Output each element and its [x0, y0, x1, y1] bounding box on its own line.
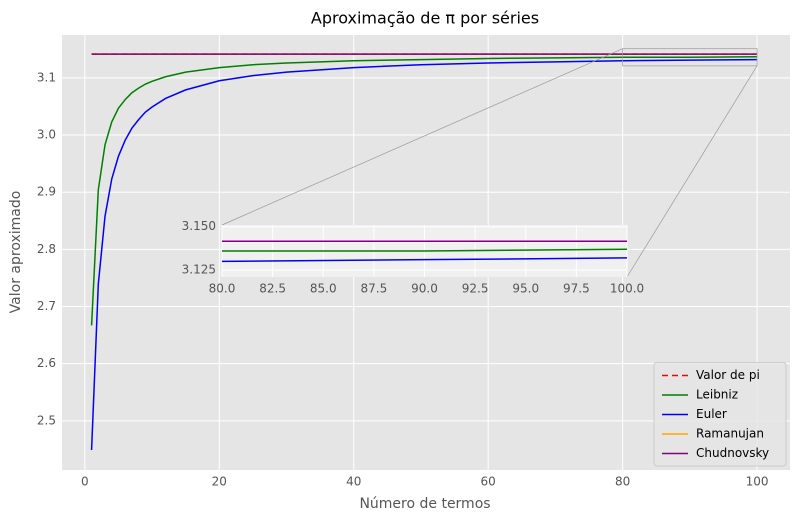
series-line — [90, 58, 758, 451]
y-tick-label: 3.150 — [182, 219, 216, 233]
series-line — [222, 248, 628, 252]
legend-label: Euler — [696, 407, 727, 421]
y-tick-label: 3.0 — [37, 128, 56, 142]
y-tick-label: 3.125 — [182, 263, 216, 277]
x-tick-label: 0 — [81, 475, 89, 489]
x-tick-label: 85.0 — [310, 282, 337, 296]
x-axis-label: Número de termos — [359, 496, 490, 512]
zoom-connector — [626, 65, 758, 278]
x-tick-label: 100.0 — [610, 282, 644, 296]
x-tick-label: 90.0 — [411, 282, 438, 296]
x-tick-label: 82.5 — [259, 282, 286, 296]
x-tick-label: 97.5 — [563, 282, 590, 296]
x-tick-label: 40 — [346, 475, 361, 489]
legend-label: Ramanujan — [696, 427, 764, 441]
series-line — [90, 55, 758, 326]
x-tick-label: 95.0 — [512, 282, 539, 296]
y-axis-label: Valor aproximado — [8, 191, 24, 314]
chart-title: Aproximação de π por séries — [311, 9, 539, 28]
legend-label: Chudnovsky — [696, 446, 769, 460]
legend-label: Leibniz — [696, 388, 738, 402]
legend-box — [653, 362, 787, 467]
x-tick-label: 20 — [212, 475, 227, 489]
x-tick-label: 87.5 — [361, 282, 388, 296]
y-tick-label: 2.6 — [37, 356, 56, 370]
zoom-connector — [221, 48, 623, 226]
x-tick-label: 100 — [746, 475, 769, 489]
series-line — [221, 257, 628, 263]
y-tick-label: 2.5 — [37, 413, 56, 427]
zoom-box — [622, 48, 758, 67]
y-tick-label: 2.8 — [37, 242, 56, 256]
legend-label: Valor de pi — [696, 368, 760, 382]
x-tick-label: 80 — [615, 475, 630, 489]
y-tick-label: 2.7 — [37, 299, 56, 313]
x-tick-label: 80.0 — [209, 282, 236, 296]
y-tick-label: 2.9 — [37, 185, 56, 199]
x-tick-label: 60 — [481, 475, 496, 489]
y-tick-label: 3.1 — [37, 70, 56, 84]
x-tick-label: 92.5 — [462, 282, 489, 296]
